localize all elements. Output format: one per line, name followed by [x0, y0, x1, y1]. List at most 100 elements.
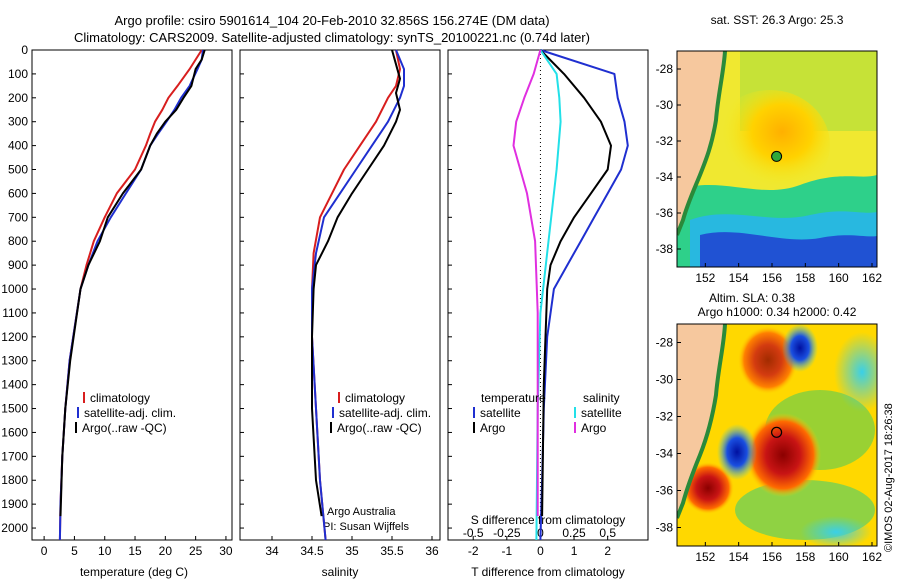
difference-xlabel-bottom: T difference from climatology: [471, 565, 625, 579]
sla_map-lon-tick-label: 152: [695, 550, 715, 564]
salinity-legend: climatology satellite-adj. clim. Argo(..…: [330, 391, 431, 435]
sst-map-coastline: [677, 51, 727, 236]
sla-map-red-eddy: [745, 413, 821, 497]
temperature-xlabel: temperature (deg C): [80, 565, 188, 579]
difference-legend-label-t-satellite: satellite: [480, 406, 521, 420]
sla-map-coastline: [677, 324, 727, 519]
sla_map-lat-tick-label: -34: [656, 447, 674, 461]
sla_map-lon-tick-label: 158: [795, 550, 815, 564]
sst_map-lat-tick-label: -28: [656, 62, 674, 76]
salinity-xtick-label: 35: [345, 544, 359, 558]
sla-map-blue-eddy-east: [782, 324, 818, 372]
temperature-xtick-label: 0: [41, 544, 48, 558]
sla-map-land: [677, 324, 725, 518]
sla_map-lon-tick-label: 162: [862, 550, 882, 564]
depth-tick-label: 900: [8, 258, 28, 272]
s-difference-tick-label: 0.25: [562, 526, 586, 540]
temperature-plot-frame: [31, 49, 233, 541]
sla-map-title-line1: Altim. SLA: 0.38: [709, 291, 795, 305]
sla-map-argo-marker: [770, 426, 783, 438]
sst_map-lat-tick-label: -36: [656, 206, 674, 220]
salinity-annotation-line2: PI: Susan Wijffels: [323, 521, 409, 533]
sla_map-lat-tick-label: -38: [656, 521, 674, 535]
sst_map-lon-tick-label: 156: [762, 271, 782, 285]
sst_map-lon-tick-label: 152: [695, 271, 715, 285]
difference-series-t-satellite: [539, 49, 629, 541]
sla-map-frame: [676, 323, 878, 547]
s-difference-tick-label: 0.5: [599, 526, 616, 540]
salinity-panel: salinity Argo Australia PI: Susan Wijffe…: [239, 49, 441, 579]
salinity-annotation-line1: Argo Australia: [327, 506, 396, 518]
s-difference-tick-label: -0.25: [493, 526, 521, 540]
difference-series-s-satellite: [535, 49, 562, 541]
sla_map-lat-tick-label: -36: [656, 484, 674, 498]
temperature-panel: temperature (deg C) 0 5 10 15 20 25 3001002003…: [1, 43, 233, 579]
figure-title-line1: Argo profile: csiro 5901614_104 20-Feb-2…: [114, 13, 549, 28]
depth-tick-label: 1300: [1, 354, 28, 368]
salinity-xtick-label: 36: [425, 544, 439, 558]
salinity-legend-label-argo: Argo(..raw -QC): [337, 421, 422, 435]
salinity-xlabel: salinity: [322, 565, 359, 579]
depth-tick-label: 100: [8, 67, 28, 81]
depth-tick-label: 300: [8, 115, 28, 129]
salinity-legend-label-satellite: satellite-adj. clim.: [339, 406, 431, 420]
difference-xtick-label: -2: [468, 544, 479, 558]
depth-tick-label: 500: [8, 163, 28, 177]
salinity-xtick-label: 34.5: [300, 544, 324, 558]
difference-xtick-label: -1: [501, 544, 512, 558]
depth-tick-label: 1800: [1, 473, 28, 487]
sla_map-lon-tick-label: 160: [829, 550, 849, 564]
sst-map-coldest: [700, 232, 877, 267]
difference-legend-label-t-argo: Argo: [480, 421, 506, 435]
difference-series-t-argo: [539, 49, 612, 517]
difference-legend-title-salinity: salinity: [583, 391, 620, 405]
depth-tick-label: 1400: [1, 378, 28, 392]
sla_map-lon-tick-label: 154: [729, 550, 749, 564]
difference-legend: temperature satellite Argo salinity sate…: [473, 391, 622, 435]
temperature-xtick-label: 10: [98, 544, 112, 558]
sla-map-orange-patch: [682, 462, 734, 514]
sst_map-lat-tick-label: -32: [656, 134, 674, 148]
sst_map-lon-tick-label: 160: [829, 271, 849, 285]
depth-tick-label: 400: [8, 139, 28, 153]
depth-tick-label: 600: [8, 186, 28, 200]
sla-map-title-line2: Argo h1000: 0.34 h2000: 0.42: [698, 305, 857, 319]
depth-tick-label: 1100: [2, 306, 28, 320]
depth-tick-label: 2000: [1, 521, 28, 535]
sst_map-lat-tick-label: -30: [656, 98, 674, 112]
sla_map-lat-tick-label: -28: [656, 336, 674, 350]
figure-title-line2: Climatology: CARS2009. Satellite-adjuste…: [74, 30, 590, 45]
sla_map-lon-tick-label: 156: [762, 550, 782, 564]
difference-plot-frame: [447, 49, 649, 541]
sst_map-lon-tick-label: 162: [862, 271, 882, 285]
difference-xtick-label: 1: [571, 544, 578, 558]
temperature-series-argo-raw-qc: [59, 49, 206, 517]
temperature-legend: climatology satellite-adj. clim. Argo(..…: [75, 391, 176, 435]
difference-series-s-argo: [512, 49, 542, 517]
sla-map: Altim. SLA: 0.38 Argo h1000: 0.34 h2000:…: [676, 291, 878, 547]
temperature-xtick-label: 15: [128, 544, 142, 558]
salinity-series-satellite-adj-clim: [311, 49, 405, 541]
sst-map-title: sat. SST: 26.3 Argo: 25.3: [711, 13, 844, 27]
sst_map-lat-tick-label: -34: [656, 170, 674, 184]
sla-map-cyan-patch-south: [800, 516, 872, 546]
sst-map: sat. SST: 26.3 Argo: 25.3: [676, 13, 878, 268]
salinity-xtick-label: 34: [265, 544, 279, 558]
sla_map-lat-tick-label: -32: [656, 410, 674, 424]
depth-tick-label: 1000: [1, 282, 28, 296]
difference-xtick-label: 0: [537, 544, 544, 558]
sst_map-lon-tick-label: 158: [795, 271, 815, 285]
sst-map-land: [677, 51, 725, 235]
difference-panel: T difference from climatology S differen…: [447, 49, 649, 579]
temperature-xtick-label: 5: [71, 544, 78, 558]
depth-tick-label: 1200: [1, 330, 28, 344]
depth-tick-label: 1600: [1, 425, 28, 439]
depth-tick-label: 1900: [1, 497, 28, 511]
salinity-legend-label-climatology: climatology: [345, 391, 405, 405]
sla_map-lat-tick-label: -30: [656, 373, 674, 387]
depth-tick-label: 0: [21, 43, 28, 57]
temperature-xtick-label: 25: [189, 544, 203, 558]
depth-tick-label: 1700: [1, 449, 28, 463]
depth-tick-label: 1500: [1, 402, 28, 416]
